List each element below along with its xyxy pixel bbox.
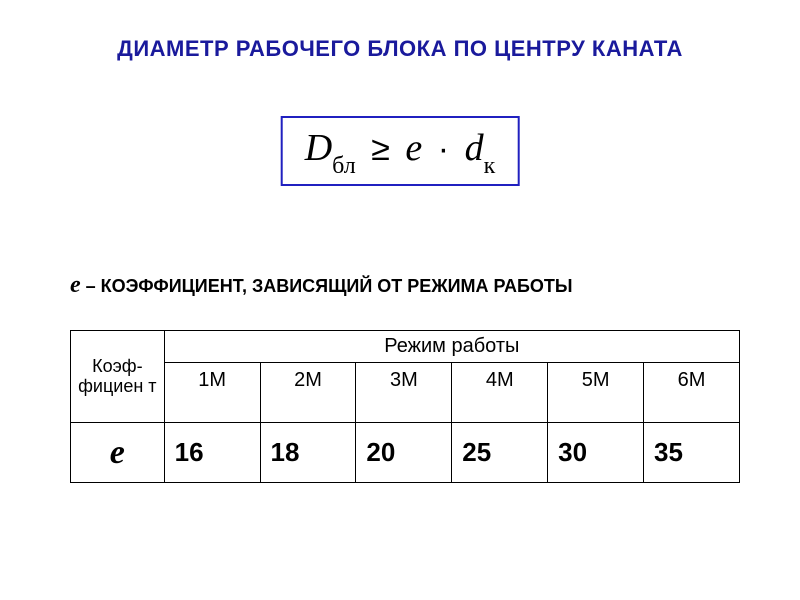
- mode-2: 2М: [260, 363, 356, 423]
- page-title: ДИАМЕТР РАБОЧЕГО БЛОКА ПО ЦЕНТРУ КАНАТА: [0, 36, 800, 62]
- definition-dash: –: [81, 276, 101, 296]
- formula-d-sub: к: [484, 153, 496, 179]
- value-5: 30: [548, 423, 644, 483]
- formula-dot: ·: [432, 130, 455, 168]
- header-mode: Режим работы: [164, 331, 739, 363]
- mode-3: 3М: [356, 363, 452, 423]
- value-2: 18: [260, 423, 356, 483]
- formula-ge: ≥: [365, 130, 396, 168]
- row-label-e: е: [71, 423, 165, 483]
- value-6: 35: [644, 423, 740, 483]
- value-3: 20: [356, 423, 452, 483]
- definition-text: КОЭФФИЦИЕНТ, ЗАВИСЯЩИЙ ОТ РЕЖИМА РАБОТЫ: [101, 276, 573, 296]
- value-1: 16: [164, 423, 260, 483]
- mode-4: 4М: [452, 363, 548, 423]
- mode-6: 6М: [644, 363, 740, 423]
- mode-5: 5М: [548, 363, 644, 423]
- mode-1: 1М: [164, 363, 260, 423]
- coefficient-table: Коэф-фициен т Режим работы 1М 2М 3М 4М 5…: [70, 330, 740, 483]
- formula-e: e: [405, 127, 422, 169]
- definition-e: e: [70, 272, 81, 298]
- value-4: 25: [452, 423, 548, 483]
- formula-D-sub: бл: [332, 153, 356, 179]
- definition-line: e – КОЭФФИЦИЕНТ, ЗАВИСЯЩИЙ ОТ РЕЖИМА РАБ…: [70, 272, 740, 299]
- header-coef: Коэф-фициен т: [71, 331, 165, 423]
- formula-d: d: [465, 127, 484, 169]
- formula-D: D: [305, 127, 332, 169]
- formula-box: Dбл ≥ e · dк: [281, 116, 520, 186]
